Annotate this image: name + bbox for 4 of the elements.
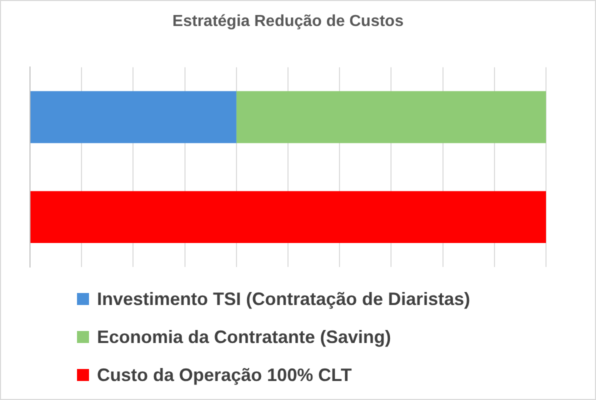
legend-label: Custo da Operação 100% CLT xyxy=(97,364,352,386)
chart-title: Estratégia Redução de Custos xyxy=(172,13,404,30)
legend-label: Economia da Contratante (Saving) xyxy=(97,326,392,348)
legend-label: Investimento TSI (Contratação de Diaristas) xyxy=(97,288,470,310)
